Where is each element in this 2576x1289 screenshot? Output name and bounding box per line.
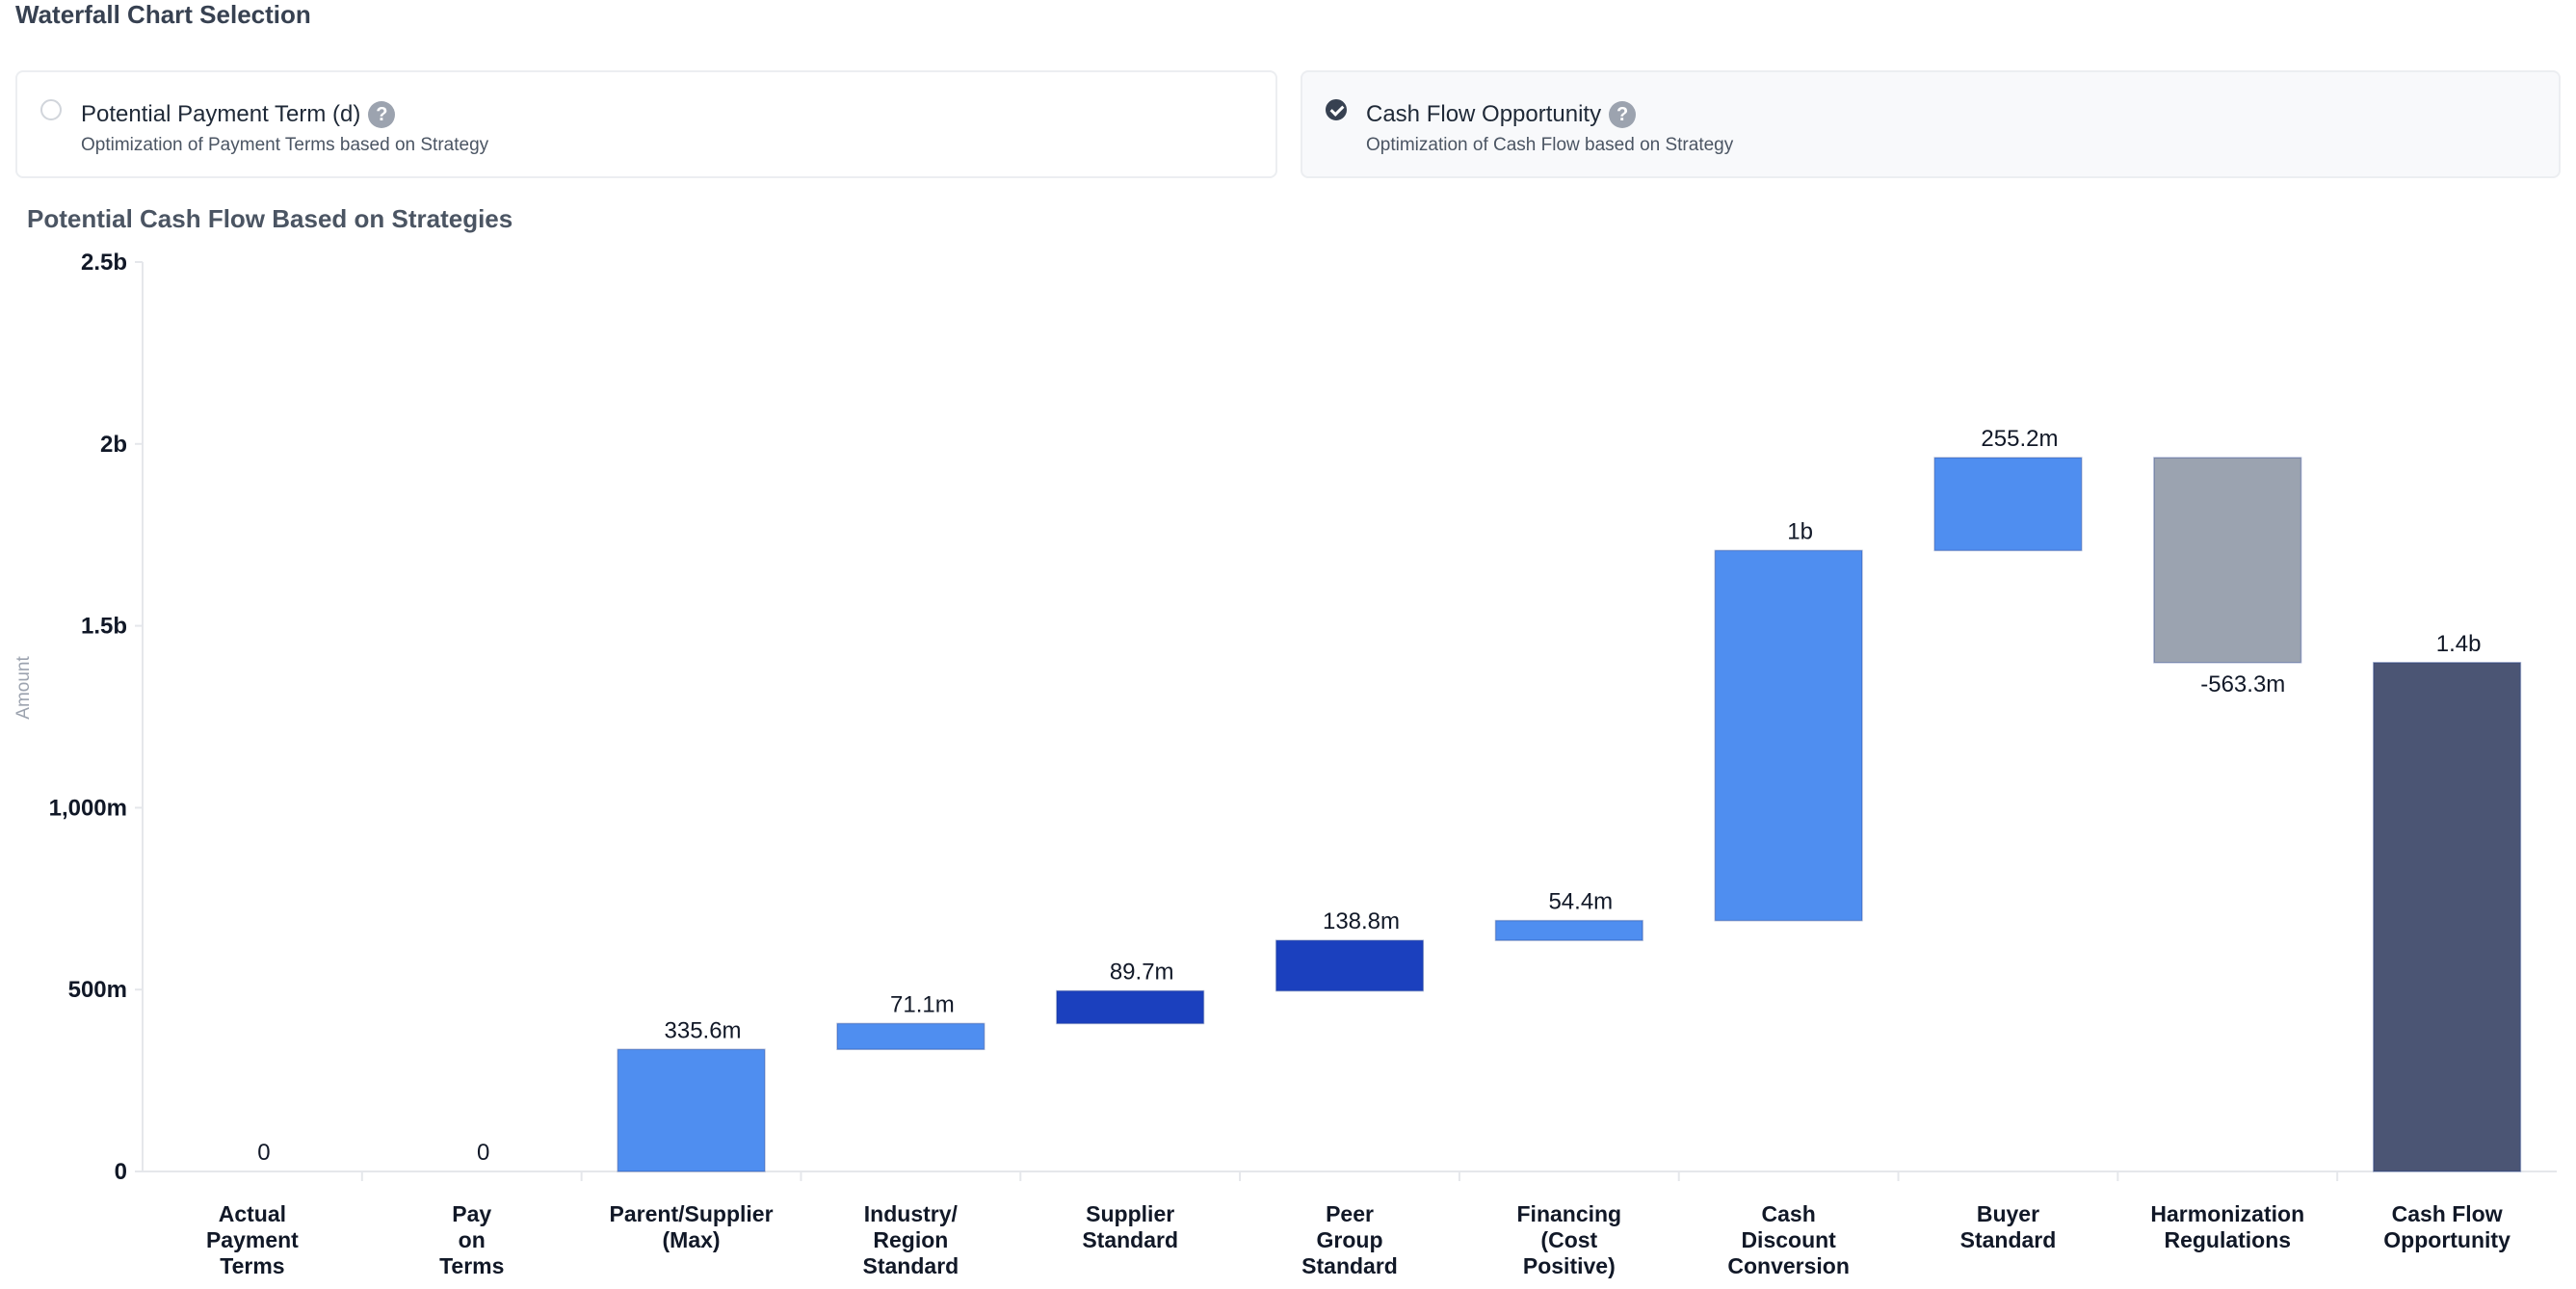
x-tick-label: Standard [1082, 1227, 1178, 1252]
x-tick-label: Standard [1301, 1253, 1398, 1278]
waterfall-bar [1933, 457, 2083, 552]
y-tick-label: 2b [100, 432, 127, 458]
option-subtitle-cash-flow: Optimization of Cash Flow based on Strat… [1366, 135, 1734, 155]
x-tick-label: Actual [219, 1201, 286, 1226]
x-tick-label: Financing [1517, 1201, 1622, 1226]
y-tick-label: 1.5b [81, 614, 127, 640]
waterfall-bar [2153, 457, 2302, 664]
data-label: 0 [477, 1140, 489, 1166]
x-tick-label: Terms [439, 1253, 504, 1278]
option-title-wrap: Cash Flow Opportunity ? [1366, 101, 1637, 128]
help-icon[interactable]: ? [1609, 101, 1637, 128]
x-tick-label: (Max) [663, 1227, 721, 1252]
chart-title: Potential Cash Flow Based on Strategies [27, 204, 513, 233]
data-label: -563.3m [2200, 671, 2285, 697]
y-tick-label: 500m [68, 977, 127, 1003]
help-icon[interactable]: ? [368, 101, 396, 128]
data-label: 54.4m [1548, 889, 1613, 915]
y-tick-label: 1,000m [49, 795, 127, 821]
waterfall-bar [1275, 939, 1425, 992]
option-card-cash-flow[interactable]: Cash Flow Opportunity ? Optimization of … [1301, 70, 2561, 178]
x-tick-label: Cash Flow [2392, 1201, 2503, 1226]
x-tick-label: Cash [1762, 1201, 1816, 1226]
x-tick-label: Region [873, 1227, 948, 1252]
waterfall-bar [2373, 662, 2522, 1172]
option-title-cash-flow: Cash Flow Opportunity [1366, 101, 1602, 127]
x-tick-label: Standard [863, 1253, 959, 1278]
x-tick-label: on [459, 1227, 486, 1252]
x-tick-label: Group [1317, 1227, 1383, 1252]
x-tick-label: Discount [1741, 1227, 1836, 1252]
x-tick-label: Buyer [1977, 1201, 2039, 1226]
option-title-wrap: Potential Payment Term (d) ? [81, 101, 396, 128]
x-tick-label: Conversion [1727, 1253, 1850, 1278]
x-tick-label: Standard [1960, 1227, 2057, 1252]
x-tick-label: Opportunity [2383, 1227, 2510, 1252]
radio-cash-flow[interactable] [1326, 99, 1347, 120]
data-label: 89.7m [1110, 960, 1174, 986]
waterfall-bar [836, 1022, 986, 1051]
waterfall-bar [1494, 919, 1643, 941]
x-tick-label: Regulations [2164, 1227, 2291, 1252]
x-tick-label: Terms [220, 1253, 284, 1278]
y-axis-title: Amount [13, 656, 34, 720]
data-label: 335.6m [665, 1017, 742, 1043]
waterfall-bar [1056, 989, 1205, 1025]
x-tick-label: Peer [1326, 1201, 1374, 1226]
section-title: Waterfall Chart Selection [15, 0, 311, 29]
data-label: 1b [1787, 518, 1813, 544]
data-label: 255.2m [1981, 426, 2058, 452]
waterfall-bar [1714, 549, 1863, 922]
option-title-payment-term: Potential Payment Term (d) [81, 101, 361, 127]
x-tick-label: Industry/ [864, 1201, 959, 1226]
x-tick-label: Positive) [1523, 1253, 1616, 1278]
x-tick-label: (Cost [1540, 1227, 1597, 1252]
y-tick-label: 0 [115, 1159, 127, 1185]
x-tick-label: Harmonization [2150, 1201, 2304, 1226]
data-label: 71.1m [890, 991, 955, 1017]
radio-payment-term[interactable] [40, 99, 62, 120]
x-tick-label: Payment [206, 1227, 299, 1252]
data-label: 0 [257, 1140, 270, 1166]
y-tick-label: 2.5b [81, 250, 127, 276]
option-card-payment-term[interactable]: Potential Payment Term (d) ? Optimizatio… [15, 70, 1277, 178]
x-tick-label: Supplier [1086, 1201, 1174, 1226]
x-tick-label: Pay [452, 1201, 491, 1226]
x-tick-label: Parent/Supplier [610, 1201, 774, 1226]
data-label: 138.8m [1323, 908, 1400, 934]
data-label: 1.4b [2436, 631, 2482, 657]
waterfall-bar [617, 1048, 766, 1172]
option-subtitle-payment-term: Optimization of Payment Terms based on S… [81, 135, 489, 155]
